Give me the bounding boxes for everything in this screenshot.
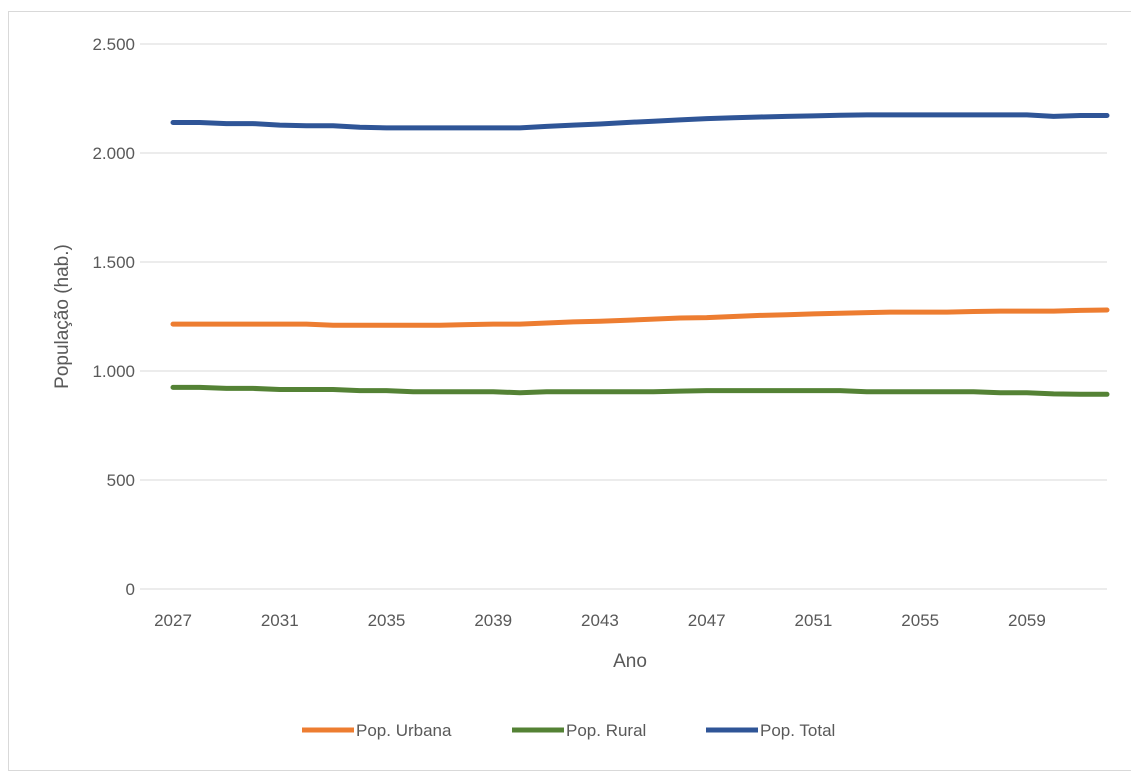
x-tick-label: 2031	[261, 611, 299, 630]
y-tick-label: 1.500	[92, 253, 135, 272]
series-line-pop-total	[170, 112, 1110, 131]
x-tick-label: 2059	[1008, 611, 1046, 630]
y-axis-ticks: 0 500 1.000 1.500 2.000 2.500	[92, 35, 135, 599]
series-lines	[170, 112, 1110, 397]
series-line-pop-rural	[170, 384, 1110, 397]
y-tick-label: 1.000	[92, 362, 135, 381]
series-line-pop-urbana	[170, 307, 1110, 328]
x-axis-ticks: 2027 2031 2035 2039 2043 2047 2051 2055 2059	[154, 611, 1046, 630]
legend-label: Pop. Urbana	[356, 721, 452, 740]
x-tick-label: 2039	[474, 611, 512, 630]
x-tick-label: 2035	[368, 611, 406, 630]
legend-label: Pop. Rural	[566, 721, 646, 740]
gridlines	[140, 43, 1107, 590]
y-tick-label: 2.500	[92, 35, 135, 54]
x-tick-label: 2047	[688, 611, 726, 630]
y-axis-title: População (hab.)	[52, 244, 73, 389]
x-axis-title: Ano	[613, 651, 647, 672]
y-tick-label: 500	[107, 471, 135, 490]
legend-label: Pop. Total	[760, 721, 835, 740]
x-tick-label: 2027	[154, 611, 192, 630]
x-tick-label: 2051	[795, 611, 833, 630]
y-tick-label: 2.000	[92, 144, 135, 163]
legend: Pop. Urbana Pop. Rural Pop. Total	[302, 721, 835, 740]
y-tick-label: 0	[126, 580, 135, 599]
x-tick-label: 2043	[581, 611, 619, 630]
x-tick-label: 2055	[901, 611, 939, 630]
